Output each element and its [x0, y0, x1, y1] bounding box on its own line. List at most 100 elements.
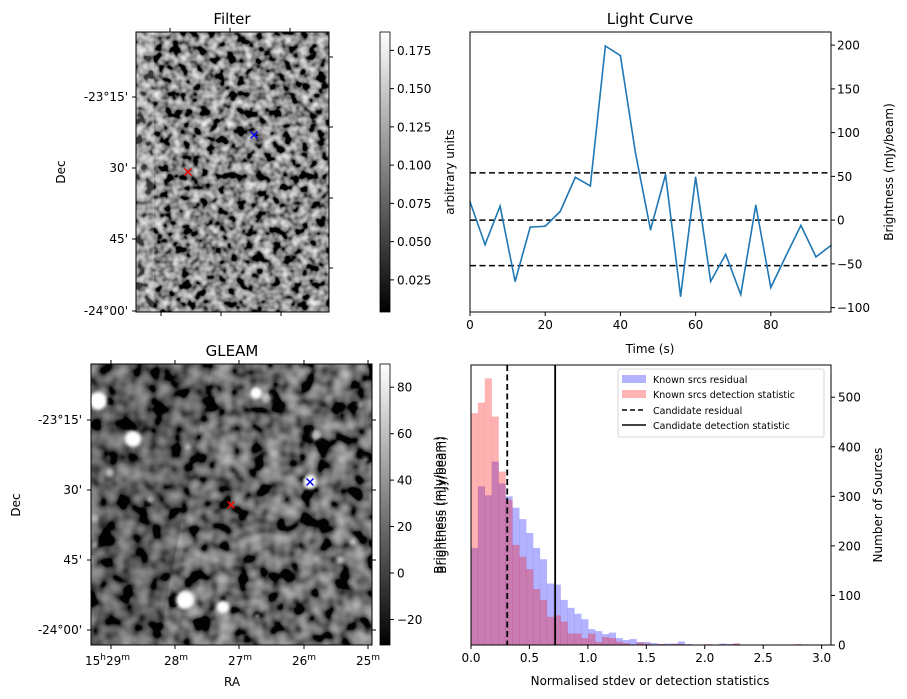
gleam-xtick-label: 27m: [228, 653, 252, 668]
filter-ylabel: Dec: [54, 160, 68, 183]
histogram-bar: [636, 642, 644, 645]
x-tick-label: 0.0: [461, 651, 480, 665]
histogram-bar: [629, 639, 637, 645]
gleam-source: [185, 444, 191, 450]
histogram-bar: [643, 642, 651, 645]
gleam-xtick-label: 28m: [164, 653, 188, 668]
colorbar-tick-label: 0.050: [397, 235, 431, 249]
light-curve-point: [724, 253, 727, 256]
gleam-colorbar-label: Brightness (mJy/beam): [435, 436, 449, 574]
gleam-xlabel: RA: [224, 675, 241, 689]
gleam-source: [262, 393, 272, 403]
filter-ytick-label: -23°15': [84, 90, 128, 104]
gleam-source: [362, 457, 368, 463]
gleam-ytick-label: 30': [63, 483, 82, 497]
light-curve-point: [559, 210, 562, 213]
histogram-bar: [588, 629, 596, 645]
filter-ytick-label: 30': [109, 161, 128, 175]
colorbar-tick-label: 0.075: [397, 197, 431, 211]
light-curve-point: [785, 255, 787, 257]
gleam-y-ticklabels: -23°15' 30' 45' -24°00': [38, 413, 82, 637]
light-curve-series-line: [470, 44, 831, 298]
light-curve-point: [604, 45, 607, 47]
histogram-bar: [498, 471, 506, 645]
light-curve-point: [634, 151, 637, 154]
histogram-bar: [546, 583, 554, 645]
histogram-bar: [670, 643, 679, 645]
legend-label-candidate-detection: Candidate detection statistic: [653, 421, 790, 432]
histogram-bar: [519, 519, 527, 645]
gleam-source: [311, 430, 321, 440]
histogram-bar: [560, 599, 568, 645]
filter-candidate-marker: [184, 168, 192, 176]
light-curve-point: [815, 256, 817, 258]
histogram-bar: [650, 643, 658, 645]
histogram-bar: [546, 616, 554, 645]
x-tick-label: 1.0: [578, 651, 597, 665]
histogram-bar: [733, 643, 741, 645]
legend-label-residual: Known srcs residual: [653, 375, 747, 386]
filter-colorbar-label: arbitrary units: [443, 129, 457, 215]
light-curve-xlabel: Time (s): [625, 342, 675, 356]
histogram-ylabel-left: Brightness (mJy/beam): [432, 436, 446, 574]
y-tick-label: 300: [838, 490, 861, 504]
x-tick-label: 20: [538, 318, 553, 332]
gleam-title: GLEAM: [206, 342, 259, 360]
colorbar-tick-label: −20: [397, 613, 422, 627]
gleam-panel: GLEAM -23°15' 30' 45' -24°00' 15h29m 28m…: [9, 342, 449, 689]
gleam-x-ticklabels: 15h29m 28m 27m 26m 25m: [85, 653, 380, 668]
y-tick-label: 150: [837, 82, 860, 96]
histogram-bar: [526, 569, 534, 645]
light-curve-yticks: −100 −50 0 50 100 150 200: [831, 39, 870, 315]
histogram-bar: [602, 637, 610, 645]
gleam-source: [147, 497, 153, 503]
gleam-ytick-label: -24°00': [38, 623, 82, 637]
histogram-bar: [533, 547, 541, 645]
x-tick-label: 2.5: [754, 651, 773, 665]
gleam-colorbar-ticks: −20 0 20 40 60 80 Brightness (mJy/beam): [390, 381, 449, 627]
histogram-bar: [574, 633, 582, 645]
gleam-xtick-label: 26m: [292, 653, 316, 668]
y-tick-label: 400: [838, 440, 861, 454]
light-curve-panel: Light Curve 0 20 40 60 80 −100 −50 0 50 100 150 20…: [466, 10, 896, 356]
light-curve-point: [499, 205, 501, 207]
histogram-bar: [539, 599, 548, 645]
x-tick-label: 60: [688, 318, 703, 332]
histogram-bar: [636, 642, 644, 645]
filter-top-ticks: [132, 28, 333, 316]
gleam-source: [92, 542, 98, 548]
gleam-xtick-label: 25m: [356, 653, 380, 668]
light-curve-point: [619, 54, 622, 57]
y-tick-label: 500: [838, 391, 861, 405]
histogram-bar: [484, 495, 492, 645]
light-curve-point: [544, 225, 547, 228]
light-curve-point: [529, 226, 531, 228]
histogram-bar: [595, 642, 603, 645]
histogram-bar: [471, 547, 479, 645]
filter-panel: Filter -23°15' 30' 45' -24°00' Dec: [54, 10, 457, 318]
gleam-reference-marker: [306, 478, 314, 486]
histogram-bar: [512, 507, 520, 645]
histogram-bar: [567, 607, 575, 645]
histogram-yticks: 0 100 200 300 400 500: [831, 391, 861, 653]
colorbar-tick-label: 60: [397, 427, 412, 441]
gleam-xtick-label: 15h29m: [85, 653, 130, 668]
histogram-ylabel: Number of Sources: [871, 448, 885, 563]
x-tick-label: 3.0: [812, 651, 831, 665]
gleam-source: [357, 401, 363, 407]
gleam-source: [91, 514, 99, 522]
histogram-bar: [539, 559, 548, 645]
histogram-bar: [567, 633, 575, 645]
histogram-bar: [615, 641, 623, 645]
histogram-bar: [484, 378, 492, 645]
histogram-bar: [553, 615, 561, 645]
light-curve-points: [469, 45, 832, 298]
colorbar-tick-label: 80: [397, 381, 412, 395]
gleam-ytick-label: 45': [63, 553, 82, 567]
histogram-xticks: 0.0 0.5 1.0 1.5 2.0 2.5 3.0: [461, 645, 831, 665]
histogram-bar: [505, 496, 513, 645]
light-curve-point: [800, 224, 802, 227]
colorbar-tick-label: 0: [397, 567, 405, 581]
x-tick-label: 80: [763, 318, 778, 332]
filter-colorbar: [379, 31, 391, 313]
